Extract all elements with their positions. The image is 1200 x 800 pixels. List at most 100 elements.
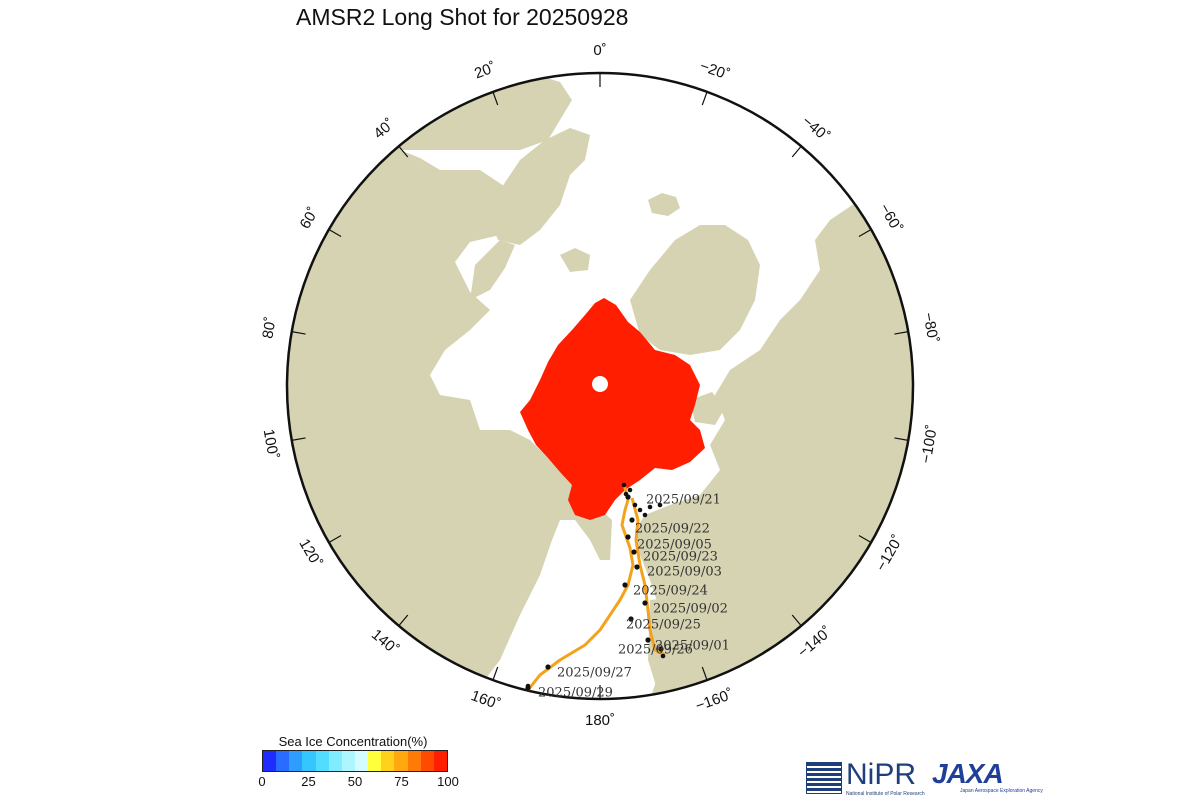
longitude-label: −20˚ [698, 58, 732, 84]
longitude-tick [328, 228, 342, 238]
pole-hole [592, 376, 608, 392]
ship-track [520, 483, 635, 699]
track-point [629, 517, 635, 523]
colorbar-swatch [433, 751, 447, 771]
colorbar-title: Sea Ice Concentration(%) [278, 734, 428, 749]
colorbar-swatch [328, 751, 342, 771]
colorbar-swatch [263, 751, 277, 771]
longitude-tick [398, 614, 409, 627]
nipr-emblem-icon [806, 762, 842, 794]
longitude-label: −100˚ [918, 424, 941, 465]
colorbar-swatch [302, 751, 316, 771]
colorbar-gradient [262, 750, 448, 772]
longitude-label: 100˚ [260, 428, 282, 461]
track-date-label: 2025/09/05 [637, 538, 712, 553]
longitude-tick [791, 145, 802, 158]
track-point [632, 502, 638, 508]
longitude-tick [398, 145, 409, 158]
colorbar-swatch [276, 751, 290, 771]
longitude-label: −80˚ [919, 311, 941, 344]
longitude-label: 80˚ [259, 316, 280, 340]
nipr-logo-subtext: National Institute of Polar Research [846, 791, 925, 797]
longitude-label: −140˚ [795, 623, 836, 661]
longitude-label: −60˚ [876, 201, 906, 236]
track-point [637, 507, 643, 513]
longitude-tick [492, 666, 499, 681]
longitude-label: 120˚ [295, 536, 325, 571]
track-point [634, 564, 640, 570]
longitude-tick [492, 91, 499, 106]
colorbar-tick-label: 0 [258, 774, 266, 789]
colorbar-tick-label: 75 [394, 774, 409, 789]
longitude-tick [894, 437, 909, 441]
track-point [628, 616, 634, 622]
land-canadian-archipelago [690, 370, 800, 460]
land-eurasia [287, 73, 612, 699]
colorbar-ticks: 0 25 50 75 100 [258, 772, 458, 790]
track-date-label: 2025/09/02 [653, 602, 728, 617]
track-point [525, 685, 531, 691]
track-points [525, 482, 666, 691]
longitude-label: 40˚ [371, 115, 399, 142]
colorbar-swatch [368, 751, 382, 771]
land-greenland [630, 225, 760, 355]
longitude-tick [791, 614, 802, 627]
track-date-label: 2025/09/03 [647, 565, 722, 580]
longitude-tick [858, 534, 872, 544]
longitude-label: 20˚ [472, 59, 498, 82]
track-date-label: 2025/09/25 [626, 618, 701, 633]
track-point [660, 653, 666, 659]
track-point [625, 534, 631, 540]
track-point [621, 482, 627, 488]
track-point [647, 504, 653, 510]
track-point [545, 664, 551, 670]
jaxa-logo: JAXA Japan Aerospace Exploration Agency [932, 758, 1043, 798]
nipr-logo: NiPR National Institute of Polar Researc… [806, 758, 942, 798]
track-point [625, 494, 631, 500]
colorbar-swatch [381, 751, 395, 771]
longitude-tick [701, 666, 708, 681]
land-scandinavia [490, 128, 590, 245]
track-date-label: 2025/09/26 [618, 643, 693, 658]
longitude-tick [701, 91, 708, 106]
colorbar-swatch [341, 751, 355, 771]
nipr-logo-text: NiPR [846, 758, 917, 791]
track-point [642, 600, 648, 606]
colorbar-swatch [394, 751, 408, 771]
track-date-label: 2025/09/22 [635, 522, 710, 537]
longitude-label: −120˚ [873, 532, 907, 574]
track-date-label: 2025/09/01 [655, 639, 730, 654]
longitude-ticks [291, 73, 909, 699]
colorbar-swatch [420, 751, 434, 771]
track-point [658, 646, 664, 652]
track-date-label: 2025/09/23 [643, 550, 718, 565]
longitude-label: 160˚ [469, 687, 503, 713]
track-date-label: 2025/09/24 [633, 584, 708, 599]
land-iceland [648, 193, 680, 216]
longitude-label: 140˚ [368, 626, 402, 658]
track-point [631, 549, 637, 555]
land-svalbard [560, 248, 590, 272]
colorbar-tick-label: 100 [437, 774, 459, 789]
longitude-tick [858, 228, 872, 238]
sea-ice-extent [520, 298, 705, 520]
track-date-labels: 2025/09/21 2025/09/222025/09/052025/09/23… [538, 493, 730, 701]
ship-track-outbound [630, 497, 666, 657]
page-title: AMSR2 Long Shot for 20250928 [296, 4, 629, 30]
track-date-label: 2025/09/21 [646, 493, 721, 508]
longitude-label: 0˚ [593, 42, 606, 59]
colorbar-swatch [407, 751, 421, 771]
longitude-tick [291, 437, 306, 441]
longitude-label: 60˚ [297, 205, 323, 232]
jaxa-logo-text: JAXA [932, 758, 1004, 789]
colorbar-swatch [289, 751, 303, 771]
track-date-label: 2025/09/29 [538, 686, 613, 701]
colorbar-tick-label: 50 [347, 774, 363, 789]
longitude-label: −160˚ [693, 686, 735, 715]
jaxa-logo-subtext: Japan Aerospace Exploration Agency [960, 788, 1043, 794]
colorbar-legend: Sea Ice Concentration(%) 0 25 50 75 100 [258, 734, 458, 790]
track-point [622, 582, 628, 588]
track-date-label: 2025/09/27 [557, 666, 632, 681]
colorbar-swatch [354, 751, 369, 771]
